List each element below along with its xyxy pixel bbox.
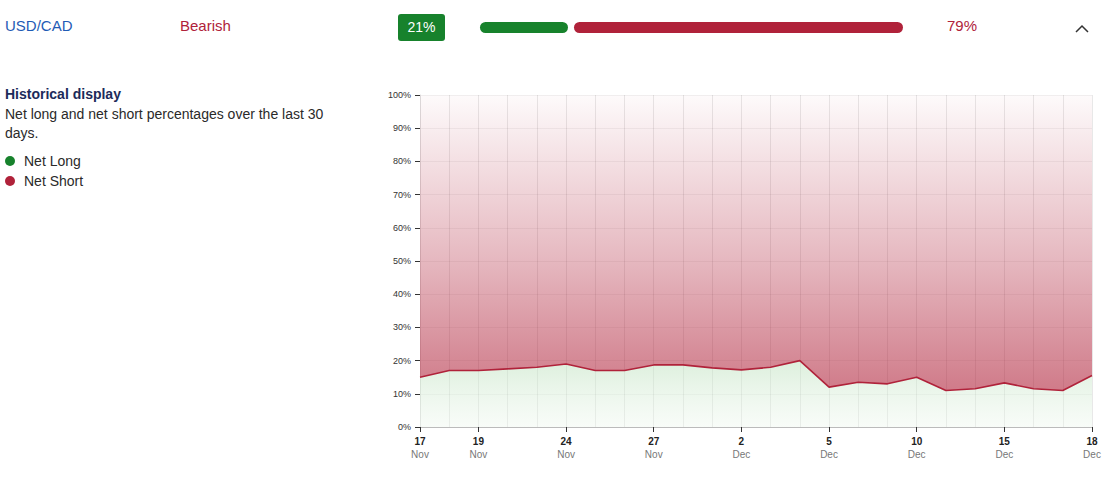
html-text:Bearish: Bearish (180, 17, 231, 34)
svg-text:5: 5 (826, 436, 832, 447)
svg-text:Nov: Nov (411, 449, 429, 460)
html-text:Net Short: Net Short (24, 173, 84, 189)
svg-text:40%: 40% (393, 289, 411, 299)
svg-text:10: 10 (911, 436, 923, 447)
html-text:79%: 79% (947, 17, 977, 34)
svg-text:100%: 100% (388, 90, 411, 100)
svg-text:2: 2 (739, 436, 745, 447)
svg-text:Nov: Nov (470, 449, 488, 460)
svg-text:24: 24 (561, 436, 573, 447)
svg-text:80%: 80% (393, 156, 411, 166)
svg-text:Dec: Dec (908, 449, 926, 460)
svg-text:30%: 30% (393, 322, 411, 332)
svg-text:90%: 90% (393, 123, 411, 133)
svg-text:15: 15 (999, 436, 1011, 447)
svg-text:Dec: Dec (820, 449, 838, 460)
svg-text:Nov: Nov (645, 449, 663, 460)
html-text:Net long and net short percent: Net long and net short percentages over … (5, 106, 324, 141)
svg-text:50%: 50% (393, 256, 411, 266)
svg-text:19: 19 (473, 436, 485, 447)
svg-text:60%: 60% (393, 223, 411, 233)
svg-text:Nov: Nov (557, 449, 575, 460)
svg-text:27: 27 (648, 436, 660, 447)
svg-text:Dec: Dec (1083, 449, 1101, 460)
html-text:Net Long: Net Long (24, 153, 81, 169)
svg-text:Dec: Dec (732, 449, 750, 460)
html-text:21%: 21% (407, 19, 436, 35)
svg-text:18: 18 (1086, 436, 1098, 447)
html-text:Historical display: Historical display (5, 86, 121, 102)
svg-text:20%: 20% (393, 356, 411, 366)
svg-text:10%: 10% (393, 389, 411, 399)
svg-text:0%: 0% (398, 422, 411, 432)
svg-text:Dec: Dec (995, 449, 1013, 460)
svg-text:70%: 70% (393, 190, 411, 200)
html-text:USD/CAD: USD/CAD (5, 17, 73, 34)
svg-text:17: 17 (414, 436, 426, 447)
